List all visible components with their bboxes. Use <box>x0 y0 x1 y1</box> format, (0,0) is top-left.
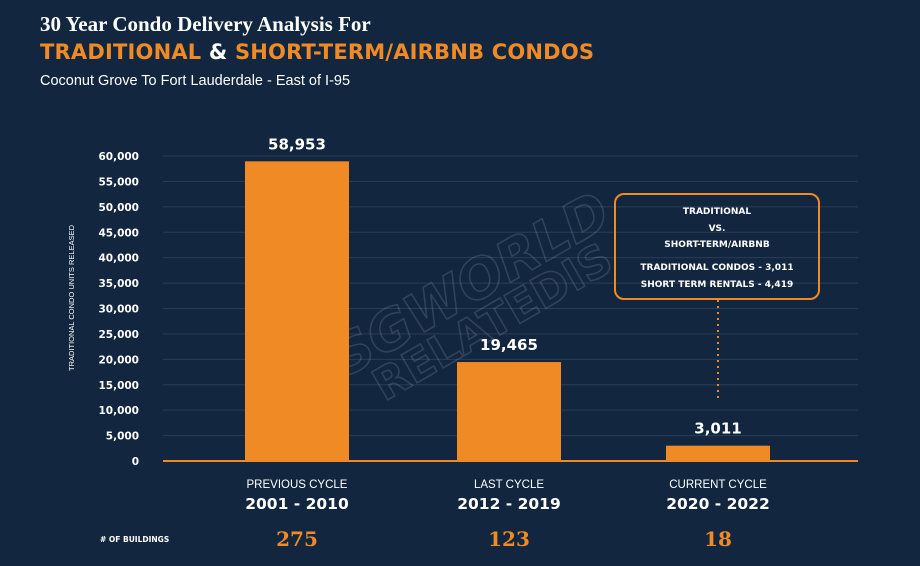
title-line-1: 30 Year Condo Delivery Analysis For <box>40 12 371 36</box>
comparison-callout: TRADITIONAL VS. SHORT-TERM/AIRBNB TRADIT… <box>614 193 820 300</box>
y-axis-label: TRADITIONAL CONDO UNITS RELEASED <box>67 224 76 371</box>
buildings-label: # OF BUILDINGS <box>100 535 170 544</box>
y-tick-label: 30,000 <box>98 304 139 316</box>
chart-title: TRADITIONAL & SHORT-TERM/AIRBNB CONDOS <box>40 40 594 64</box>
y-tick-label: 5,000 <box>106 431 139 443</box>
category-years-previous: 2001 - 2010 <box>245 495 349 513</box>
title-short-term: SHORT-TERM/AIRBNB CONDOS <box>234 40 595 64</box>
y-tick-label: 55,000 <box>98 176 139 188</box>
y-axis-ticks: 0 5,000 10,000 15,000 20,000 25,000 30,000 35,0… <box>98 151 139 468</box>
buildings-count-last: 123 <box>488 527 530 551</box>
title-ampersand: & <box>201 40 235 64</box>
callout-line-3: SHORT-TERM/AIRBNB <box>664 240 770 250</box>
y-tick-label: 15,000 <box>98 380 139 392</box>
category-years-current: 2020 - 2022 <box>666 495 770 513</box>
y-tick-label: 40,000 <box>98 253 139 265</box>
y-tick-label: 50,000 <box>98 202 139 214</box>
bar-value-label: 58,953 <box>268 135 326 153</box>
y-tick-label: 0 <box>132 456 139 468</box>
bar-value-label: 19,465 <box>480 336 538 354</box>
y-tick-label: 60,000 <box>98 151 139 163</box>
category-label-current: CURRENT CYCLE <box>669 479 767 491</box>
title-traditional: TRADITIONAL <box>40 40 202 64</box>
callout-line-4: TRADITIONAL CONDOS - 3,011 <box>640 263 794 273</box>
callout-line-1: TRADITIONAL <box>682 207 752 217</box>
callout-line-5: SHORT TERM RENTALS - 4,419 <box>640 280 794 290</box>
bar <box>457 362 561 461</box>
buildings-count-previous: 275 <box>276 527 318 551</box>
y-tick-label: 45,000 <box>98 227 139 239</box>
y-tick-label: 20,000 <box>98 354 139 366</box>
category-label-previous: PREVIOUS CYCLE <box>246 479 348 491</box>
category-years-last: 2012 - 2019 <box>457 495 561 513</box>
y-tick-label: 35,000 <box>98 278 139 290</box>
buildings-count-current: 18 <box>704 527 732 551</box>
chart-subtitle: Coconut Grove To Fort Lauderdale - East … <box>40 73 351 89</box>
bar <box>245 161 349 461</box>
y-tick-label: 10,000 <box>98 405 139 417</box>
bars: 58,953 19,465 3,011 <box>245 135 770 461</box>
bar <box>666 445 770 461</box>
category-label-last: LAST CYCLE <box>473 479 545 491</box>
callout-line-2: VS. <box>708 224 726 234</box>
bar-value-label: 3,011 <box>694 420 741 438</box>
y-tick-label: 25,000 <box>98 329 139 341</box>
